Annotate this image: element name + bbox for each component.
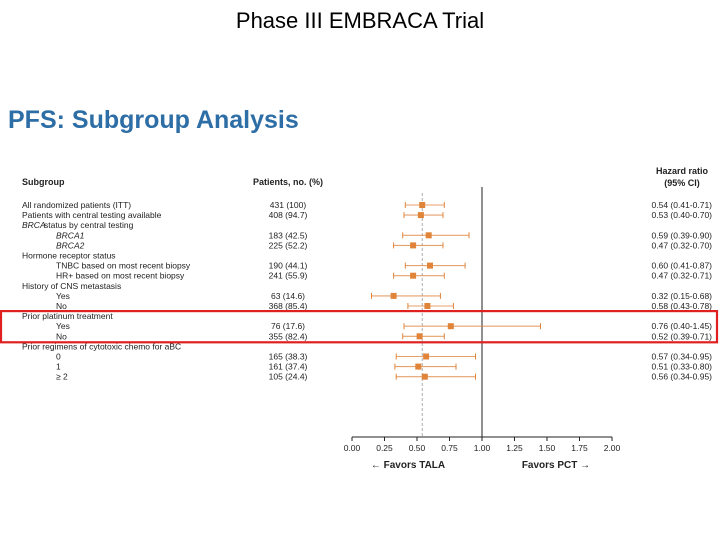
hr-point [421,373,428,380]
hr-point [423,353,430,360]
row-label: No [56,331,67,341]
row-label: BRCA [22,220,46,230]
hr-point [415,363,422,370]
row-patients: 431 (100) [270,200,307,210]
x-tick-label: 1.75 [571,443,588,453]
hr-point [427,262,433,269]
row-patients: 161 (37.4) [269,362,308,372]
row-patients: 368 (85.4) [269,301,308,311]
row-hr-ci: 0.54 (0.41-0.71) [652,200,713,210]
x-tick-label: 1.25 [506,443,523,453]
row-hr-ci: 0.52 (0.39-0.71) [652,331,713,341]
row-patients: 408 (94.7) [269,210,308,220]
highlight-box [0,310,719,344]
row-hr-ci: 0.47 (0.32-0.70) [652,240,713,250]
row-patients: 76 (17.6) [271,321,305,331]
row-label: BRCA1 [56,230,85,240]
row-label: Yes [56,291,70,301]
row-hr-ci: 0.59 (0.39-0.90) [652,230,713,240]
row-patients: 225 (52.2) [269,240,308,250]
row-label: No [56,301,67,311]
hr-point [410,242,417,249]
x-tick-label: 0.50 [409,443,426,453]
row-hr-ci: 0.47 (0.32-0.71) [652,271,713,281]
rows-layer: All randomized patients (ITT) 431 (100) 0.… [0,187,719,437]
x-tick-label: 0.25 [376,443,393,453]
row-hr-ci: 0.60 (0.41-0.87) [652,261,713,271]
favors-right-label: Favors PCT → [522,460,590,471]
row-patients: 165 (38.3) [269,352,308,362]
header-subgroup: Subgroup [22,177,65,187]
x-tick-label: 1.50 [539,443,556,453]
row-label: HR+ based on most recent biopsy [56,271,185,281]
x-tick-label: 1.00 [474,443,491,453]
row-hr-ci: 0.57 (0.34-0.95) [652,352,713,362]
favors-left-label: ← Favors TALA [371,460,445,471]
row-label: Prior platinum treatment [22,311,113,321]
row-patients: 241 (55.9) [269,271,308,281]
hr-point [424,303,431,309]
row-label: History of CNS metastasis [22,281,121,291]
row-label: BRCA2 [56,240,85,250]
hr-point [425,232,432,239]
header-hr-line1: Hazard ratio [656,166,709,176]
chart-title: PFS: Subgroup Analysis [8,106,299,134]
x-tick-label: 2.00 [604,443,621,453]
hr-point [419,202,426,208]
row-hr-ci: 0.58 (0.43-0.78) [652,301,713,311]
row-label: TNBC based on most recent biopsy [56,261,191,271]
x-tick-label: 0.75 [441,443,458,453]
row-label: 1 [56,362,61,372]
row-patients: 355 (82.4) [269,331,308,341]
row-label: All randomized patients (ITT) [22,200,131,210]
row-label: Yes [56,321,70,331]
hr-point [416,333,423,340]
row-label: Patients with central testing available [22,210,162,220]
slide-title: Phase III EMBRACA Trial [235,8,485,33]
row-label: 0 [56,352,61,362]
row-hr-ci: 0.51 (0.33-0.80) [652,362,713,372]
header-patients: Patients, no. (%) [253,177,323,187]
row-hr-ci: 0.56 (0.34-0.95) [652,372,713,382]
row-hr-ci: 0.76 (0.40-1.45) [652,321,713,331]
row-label: Prior regimens of cytotoxic chemo for aB… [22,341,181,351]
hr-point [390,292,397,299]
row-patients: 190 (44.1) [269,261,308,271]
row-patients: 105 (24.4) [269,372,308,382]
hr-point [447,323,454,330]
axis-layer: 0.00 0.25 0.50 0.75 1.00 1.25 1.50 1.75 2.00 [344,436,621,453]
header-hr-line2: (95% CI) [664,178,700,188]
hr-point [410,272,417,279]
hr-point [417,212,424,219]
row-patients: 63 (14.6) [271,291,305,301]
row-label: Hormone receptor status [22,251,116,261]
row-hr-ci: 0.53 (0.40-0.70) [652,210,713,220]
row-label-suffix: status by central testing [44,220,134,230]
row-label: ≥ 2 [56,372,68,382]
row-hr-ci: 0.32 (0.15-0.68) [652,291,713,301]
x-tick-label: 0.00 [344,443,361,453]
row-patients: 183 (42.5) [269,230,308,240]
